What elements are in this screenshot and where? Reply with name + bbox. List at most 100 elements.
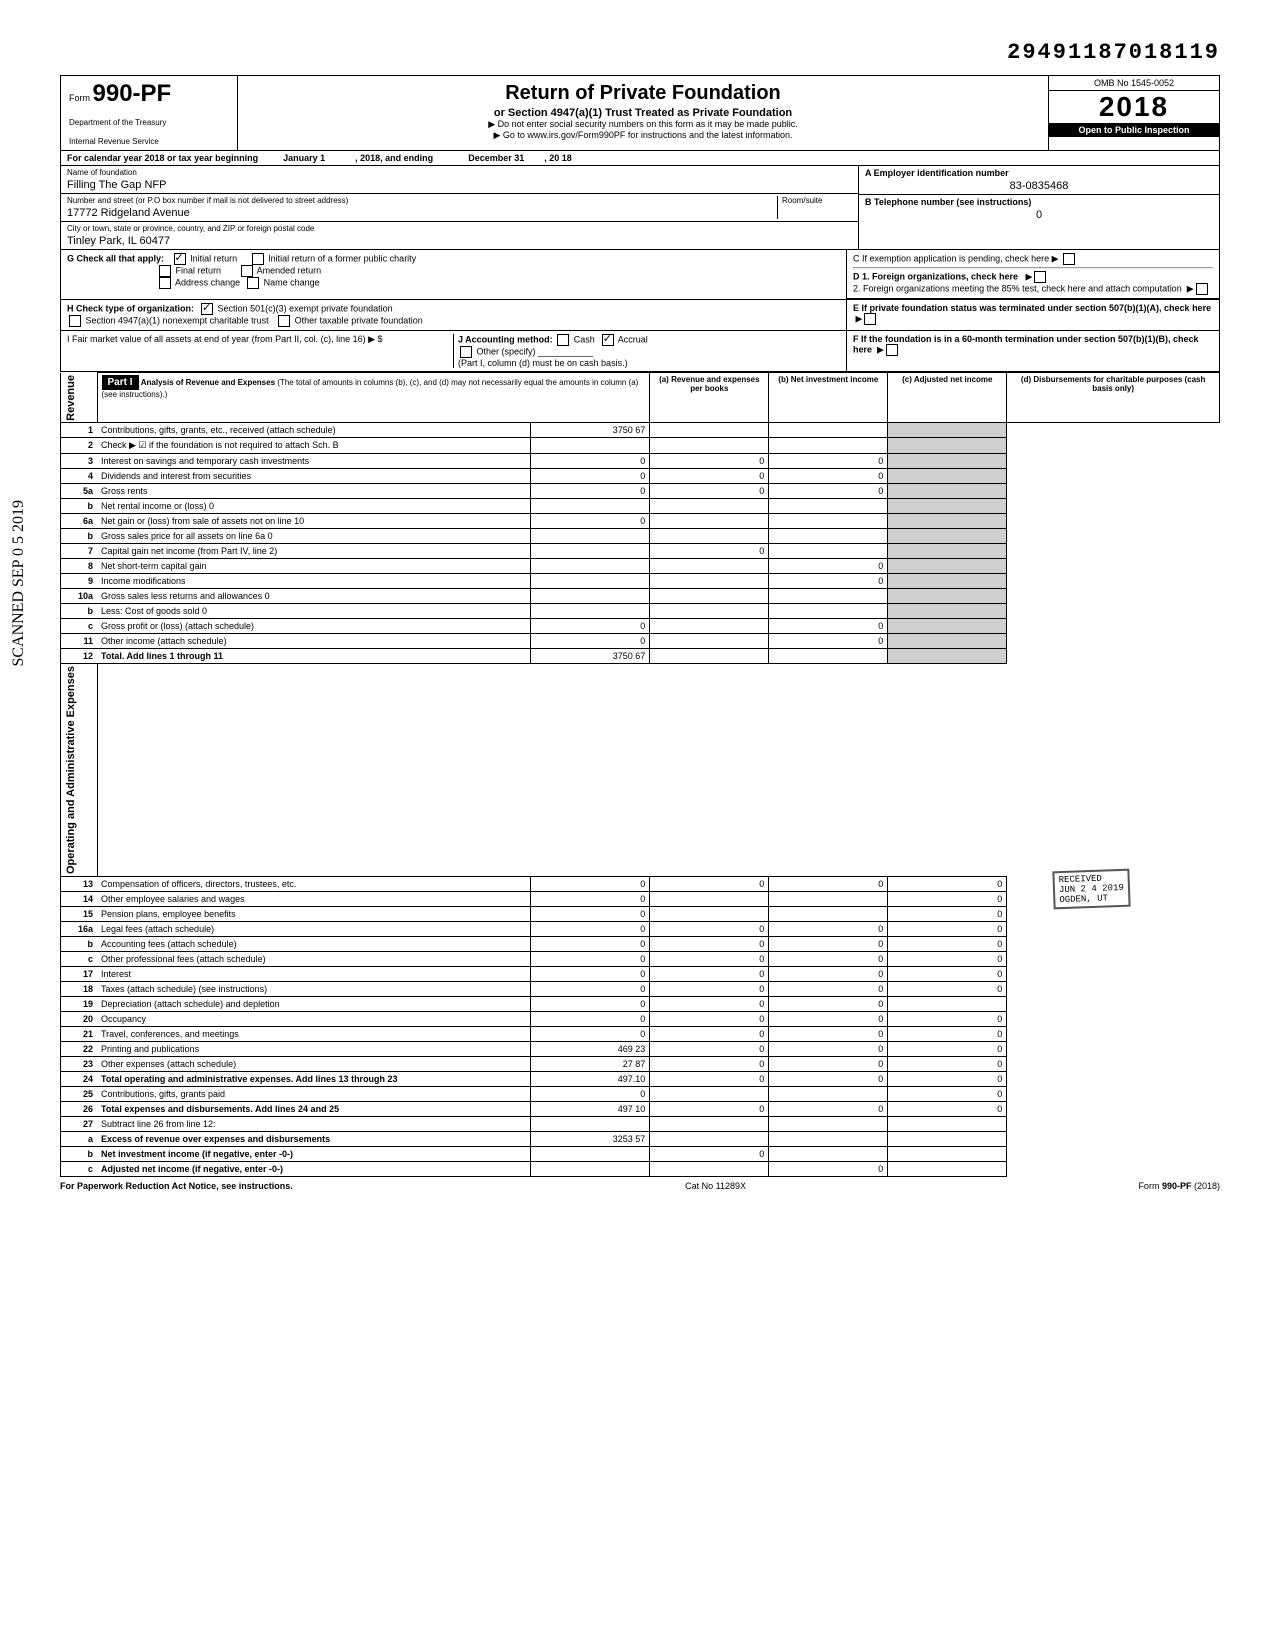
line-description: Contributions, gifts, grants paid bbox=[97, 1087, 531, 1102]
value-cell bbox=[888, 544, 1007, 559]
value-cell bbox=[650, 1162, 769, 1177]
f-label: F If the foundation is in a 60-month ter… bbox=[853, 334, 1199, 354]
value-cell bbox=[769, 649, 888, 664]
street-value: 17772 Ridgeland Avenue bbox=[67, 207, 777, 219]
line-description: Net short-term capital gain bbox=[97, 559, 531, 574]
table-row: bNet investment income (if negative, ent… bbox=[61, 1147, 1220, 1162]
checkbox-initial-return[interactable] bbox=[174, 253, 186, 265]
checkbox-cash[interactable] bbox=[557, 334, 569, 346]
value-cell: 0 bbox=[888, 1102, 1007, 1117]
value-cell: 0 bbox=[531, 907, 650, 922]
dept-irs: Internal Revenue Service bbox=[69, 137, 229, 146]
line-description: Other employee salaries and wages bbox=[97, 892, 531, 907]
checkbox-d2[interactable] bbox=[1196, 283, 1208, 295]
value-cell bbox=[650, 604, 769, 619]
value-cell: 0 bbox=[888, 967, 1007, 982]
table-row: 7Capital gain net income (from Part IV, … bbox=[61, 544, 1220, 559]
value-cell bbox=[650, 529, 769, 544]
value-cell bbox=[650, 907, 769, 922]
value-cell bbox=[888, 604, 1007, 619]
table-row: bNet rental income or (loss) 0 bbox=[61, 499, 1220, 514]
value-cell bbox=[531, 499, 650, 514]
value-cell bbox=[650, 892, 769, 907]
checkbox-amended[interactable] bbox=[241, 265, 253, 277]
checkbox-c[interactable] bbox=[1063, 253, 1075, 265]
table-row: 12Total. Add lines 1 through 113750 67 bbox=[61, 649, 1220, 664]
value-cell bbox=[650, 423, 769, 438]
foundation-name: Filling The Gap NFP bbox=[67, 179, 852, 191]
value-cell bbox=[531, 529, 650, 544]
table-row: aExcess of revenue over expenses and dis… bbox=[61, 1132, 1220, 1147]
value-cell: 0 bbox=[531, 997, 650, 1012]
value-cell: 0 bbox=[888, 1072, 1007, 1087]
checkbox-address-change[interactable] bbox=[159, 277, 171, 289]
checkbox-name-change[interactable] bbox=[247, 277, 259, 289]
value-cell bbox=[769, 544, 888, 559]
g-label: G Check all that apply: bbox=[67, 253, 164, 263]
value-cell: 0 bbox=[531, 619, 650, 634]
opt-accrual: Accrual bbox=[618, 334, 648, 344]
checkbox-f[interactable] bbox=[886, 344, 898, 356]
line-number: 10a bbox=[61, 589, 98, 604]
opt-other-taxable: Other taxable private foundation bbox=[295, 315, 423, 325]
value-cell: 0 bbox=[650, 1057, 769, 1072]
col-a-header: (a) Revenue and expenses per books bbox=[650, 373, 769, 423]
checkbox-other-method[interactable] bbox=[460, 346, 472, 358]
checkbox-accrual[interactable] bbox=[602, 334, 614, 346]
value-cell bbox=[531, 438, 650, 454]
value-cell: 3750 67 bbox=[531, 649, 650, 664]
checkbox-other-taxable[interactable] bbox=[278, 315, 290, 327]
checkbox-d1[interactable] bbox=[1034, 271, 1046, 283]
line-description: Interest on savings and temporary cash i… bbox=[97, 454, 531, 469]
table-row: 26Total expenses and disbursements. Add … bbox=[61, 1102, 1220, 1117]
line-description: Contributions, gifts, grants, etc., rece… bbox=[97, 423, 531, 438]
opt-initial-return: Initial return bbox=[190, 253, 237, 263]
line-description: Gross profit or (loss) (attach schedule) bbox=[97, 619, 531, 634]
checkbox-4947[interactable] bbox=[69, 315, 81, 327]
value-cell: 0 bbox=[531, 1027, 650, 1042]
page-stamp-number: 29491187018119 bbox=[60, 40, 1220, 65]
checkbox-former-charity[interactable] bbox=[252, 253, 264, 265]
value-cell bbox=[769, 438, 888, 454]
opt-name-change: Name change bbox=[264, 277, 320, 287]
value-cell: 27 87 bbox=[531, 1057, 650, 1072]
value-cell bbox=[531, 1162, 650, 1177]
line-description: Gross sales price for all assets on line… bbox=[97, 529, 531, 544]
value-cell: 0 bbox=[769, 922, 888, 937]
value-cell: 0 bbox=[650, 454, 769, 469]
value-cell: 0 bbox=[888, 937, 1007, 952]
value-cell: 0 bbox=[888, 952, 1007, 967]
value-cell bbox=[888, 514, 1007, 529]
line-number: 24 bbox=[61, 1072, 98, 1087]
checkbox-final-return[interactable] bbox=[159, 265, 171, 277]
ein-value: 83-0835468 bbox=[865, 180, 1213, 192]
value-cell bbox=[769, 1117, 888, 1132]
value-cell: 0 bbox=[769, 1072, 888, 1087]
value-cell bbox=[531, 1117, 650, 1132]
value-cell bbox=[650, 574, 769, 589]
value-cell: 497 10 bbox=[531, 1102, 650, 1117]
footer-left: For Paperwork Reduction Act Notice, see … bbox=[60, 1181, 293, 1191]
part1-table: Revenue Part I Analysis of Revenue and E… bbox=[60, 372, 1220, 1177]
table-row: bAccounting fees (attach schedule)0000 bbox=[61, 937, 1220, 952]
room-label: Room/suite bbox=[782, 196, 852, 205]
revenue-label: Revenue bbox=[65, 375, 77, 421]
table-row: cGross profit or (loss) (attach schedule… bbox=[61, 619, 1220, 634]
table-row: 1Contributions, gifts, grants, etc., rec… bbox=[61, 423, 1220, 438]
line-number: c bbox=[61, 952, 98, 967]
value-cell bbox=[769, 604, 888, 619]
line-description: Net gain or (loss) from sale of assets n… bbox=[97, 514, 531, 529]
value-cell: 0 bbox=[531, 967, 650, 982]
table-row: 18Taxes (attach schedule) (see instructi… bbox=[61, 982, 1220, 997]
checkbox-501c3[interactable] bbox=[201, 303, 213, 315]
opt-501c3: Section 501(c)(3) exempt private foundat… bbox=[218, 303, 393, 313]
value-cell bbox=[888, 499, 1007, 514]
line-description: Pension plans, employee benefits bbox=[97, 907, 531, 922]
value-cell: 0 bbox=[769, 967, 888, 982]
value-cell bbox=[650, 514, 769, 529]
table-row: 17Interest0000 bbox=[61, 967, 1220, 982]
line-description: Interest bbox=[97, 967, 531, 982]
part1-title: Analysis of Revenue and Expenses bbox=[141, 378, 275, 387]
table-row: 23Other expenses (attach schedule)27 870… bbox=[61, 1057, 1220, 1072]
checkbox-e[interactable] bbox=[864, 313, 876, 325]
